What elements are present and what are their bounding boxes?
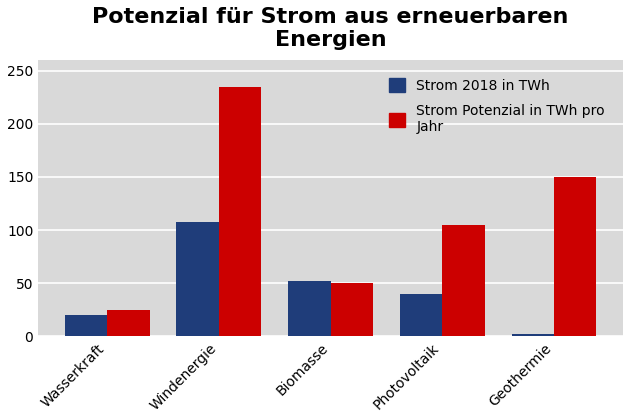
Bar	[512, 334, 554, 336]
Title: Potenzial für Strom aus erneuerbaren
Energien: Potenzial für Strom aus erneuerbaren Ene…	[93, 7, 569, 50]
Bar	[400, 294, 442, 336]
Bar	[107, 310, 150, 336]
Bar	[219, 87, 261, 336]
Bar	[554, 177, 597, 336]
Bar	[65, 315, 107, 336]
Bar	[288, 281, 331, 336]
Bar	[176, 222, 219, 336]
Bar	[442, 225, 484, 336]
Legend: Strom 2018 in TWh, Strom Potenzial in TWh pro
Jahr: Strom 2018 in TWh, Strom Potenzial in TW…	[377, 67, 616, 145]
Bar	[331, 283, 373, 336]
